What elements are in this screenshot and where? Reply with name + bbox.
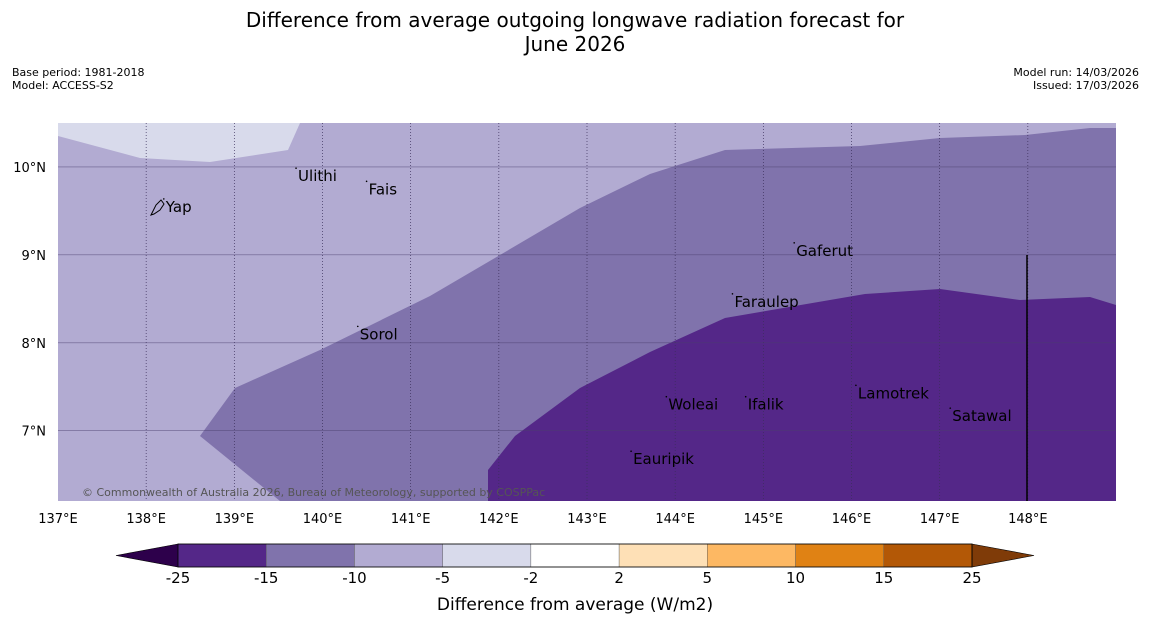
place-labels: Yap Ulithi Fais Gaferut Faraulep Sorol Woleai I… (163, 167, 1012, 468)
colorbar-segment (795, 543, 884, 568)
lon-tick-label: 148°E (1008, 512, 1048, 527)
lon-tick-label: 139°E (215, 512, 255, 527)
colorbar-tick-label: -15 (254, 569, 279, 587)
place-label-ifalik: Ifalik (748, 396, 784, 414)
meta-right: Model run: 14/03/2026 Issued: 17/03/2026 (1013, 66, 1139, 92)
colorbar-tick-label: 25 (962, 569, 981, 587)
place-marker (295, 167, 297, 169)
colorbar-segment (883, 543, 973, 568)
colorbar-tick-label: 2 (614, 569, 624, 587)
colorbar-tick-label: 5 (703, 569, 713, 587)
place-label-lamotrek: Lamotrek (858, 384, 929, 402)
colorbar-tick-label: 15 (874, 569, 893, 587)
colorbar-tick-label: -2 (523, 569, 538, 587)
colorbar-segment (618, 543, 708, 568)
lon-tick-label: 145°E (744, 512, 784, 527)
place-label-faraulep: Faraulep (734, 293, 798, 311)
colorbar-tick-label: -5 (435, 569, 450, 587)
place-marker (744, 395, 747, 398)
lat-axis-labels: 7°N 8°N 9°N 10°N (13, 161, 46, 440)
place-marker (356, 325, 359, 328)
colorbar-segment (177, 543, 267, 568)
colorbar-segment (707, 543, 796, 568)
lon-tick-label: 140°E (303, 512, 343, 527)
colorbar-segment (354, 543, 443, 568)
lat-tick-label: 10°N (13, 161, 46, 176)
place-marker (855, 384, 857, 387)
base-period-text: Base period: 1981-2018 (12, 66, 145, 79)
place-marker (949, 407, 952, 409)
lat-tick-label: 8°N (22, 337, 47, 352)
colorbar-title: Difference from average (W/m2) (437, 595, 713, 615)
lon-tick-label: 146°E (832, 512, 872, 527)
place-marker (793, 242, 795, 244)
lon-tick-label: 143°E (567, 512, 607, 527)
place-label-satawal: Satawal (952, 407, 1011, 425)
field-band-minus5-minus2 (58, 123, 300, 162)
map-gridlines (58, 123, 1116, 501)
place-marker (630, 450, 632, 453)
place-label-fais: Fais (369, 180, 398, 198)
place-label-yap: Yap (165, 198, 192, 216)
place-label-ulithi: Ulithi (298, 167, 337, 185)
place-label-eauripik: Eauripik (633, 450, 694, 468)
title-line-1: Difference from average outgoing longwav… (245, 8, 905, 32)
field-band-minus25-minus15 (488, 289, 1116, 501)
lon-tick-label: 141°E (391, 512, 431, 527)
colorbar-frame (177, 543, 973, 568)
place-marker (163, 198, 165, 200)
title-line-2: June 2026 (524, 32, 626, 56)
colorbar-segment (530, 543, 620, 568)
place-label-gaferut: Gaferut (796, 242, 853, 260)
colorbar-tick-label: 10 (786, 569, 805, 587)
chart-title: Difference from average outgoing longwav… (0, 8, 1150, 56)
lon-tick-label: 137°E (38, 512, 78, 527)
issued-text: Issued: 17/03/2026 (1032, 79, 1139, 92)
model-run-text: Model run: 14/03/2026 (1013, 66, 1139, 79)
place-label-sorol: Sorol (360, 325, 398, 343)
lon-tick-label: 142°E (479, 512, 519, 527)
model-text: Model: ACCESS-S2 (12, 79, 114, 92)
lon-tick-label: 138°E (126, 512, 166, 527)
colorbar-tick-label: -25 (166, 569, 191, 587)
colorbar-tick-label: -10 (342, 569, 367, 587)
colorbar-extend-low (115, 543, 179, 568)
meta-left: Base period: 1981-2018 Model: ACCESS-S2 (12, 66, 144, 92)
copyright-text: © Commonwealth of Australia 2026, Bureau… (82, 486, 545, 499)
colorbar-segment (442, 543, 532, 568)
lat-tick-label: 7°N (22, 425, 47, 440)
colorbar-extend-high (971, 543, 1035, 568)
colorbar: -25 -15 -10 -5 -2 2 5 10 15 25 (115, 543, 1035, 587)
lon-tick-label: 147°E (920, 512, 960, 527)
lon-tick-label: 144°E (655, 512, 695, 527)
place-marker (365, 180, 368, 183)
colorbar-segment (266, 543, 355, 568)
place-marker (731, 293, 734, 295)
lat-tick-label: 9°N (22, 249, 47, 264)
place-label-woleai: Woleai (668, 396, 718, 414)
place-marker (665, 395, 668, 398)
lon-axis-labels: 137°E 138°E 139°E 140°E 141°E 142°E 143°E 144°E… (38, 512, 1047, 527)
yap-island-outline (150, 199, 165, 216)
